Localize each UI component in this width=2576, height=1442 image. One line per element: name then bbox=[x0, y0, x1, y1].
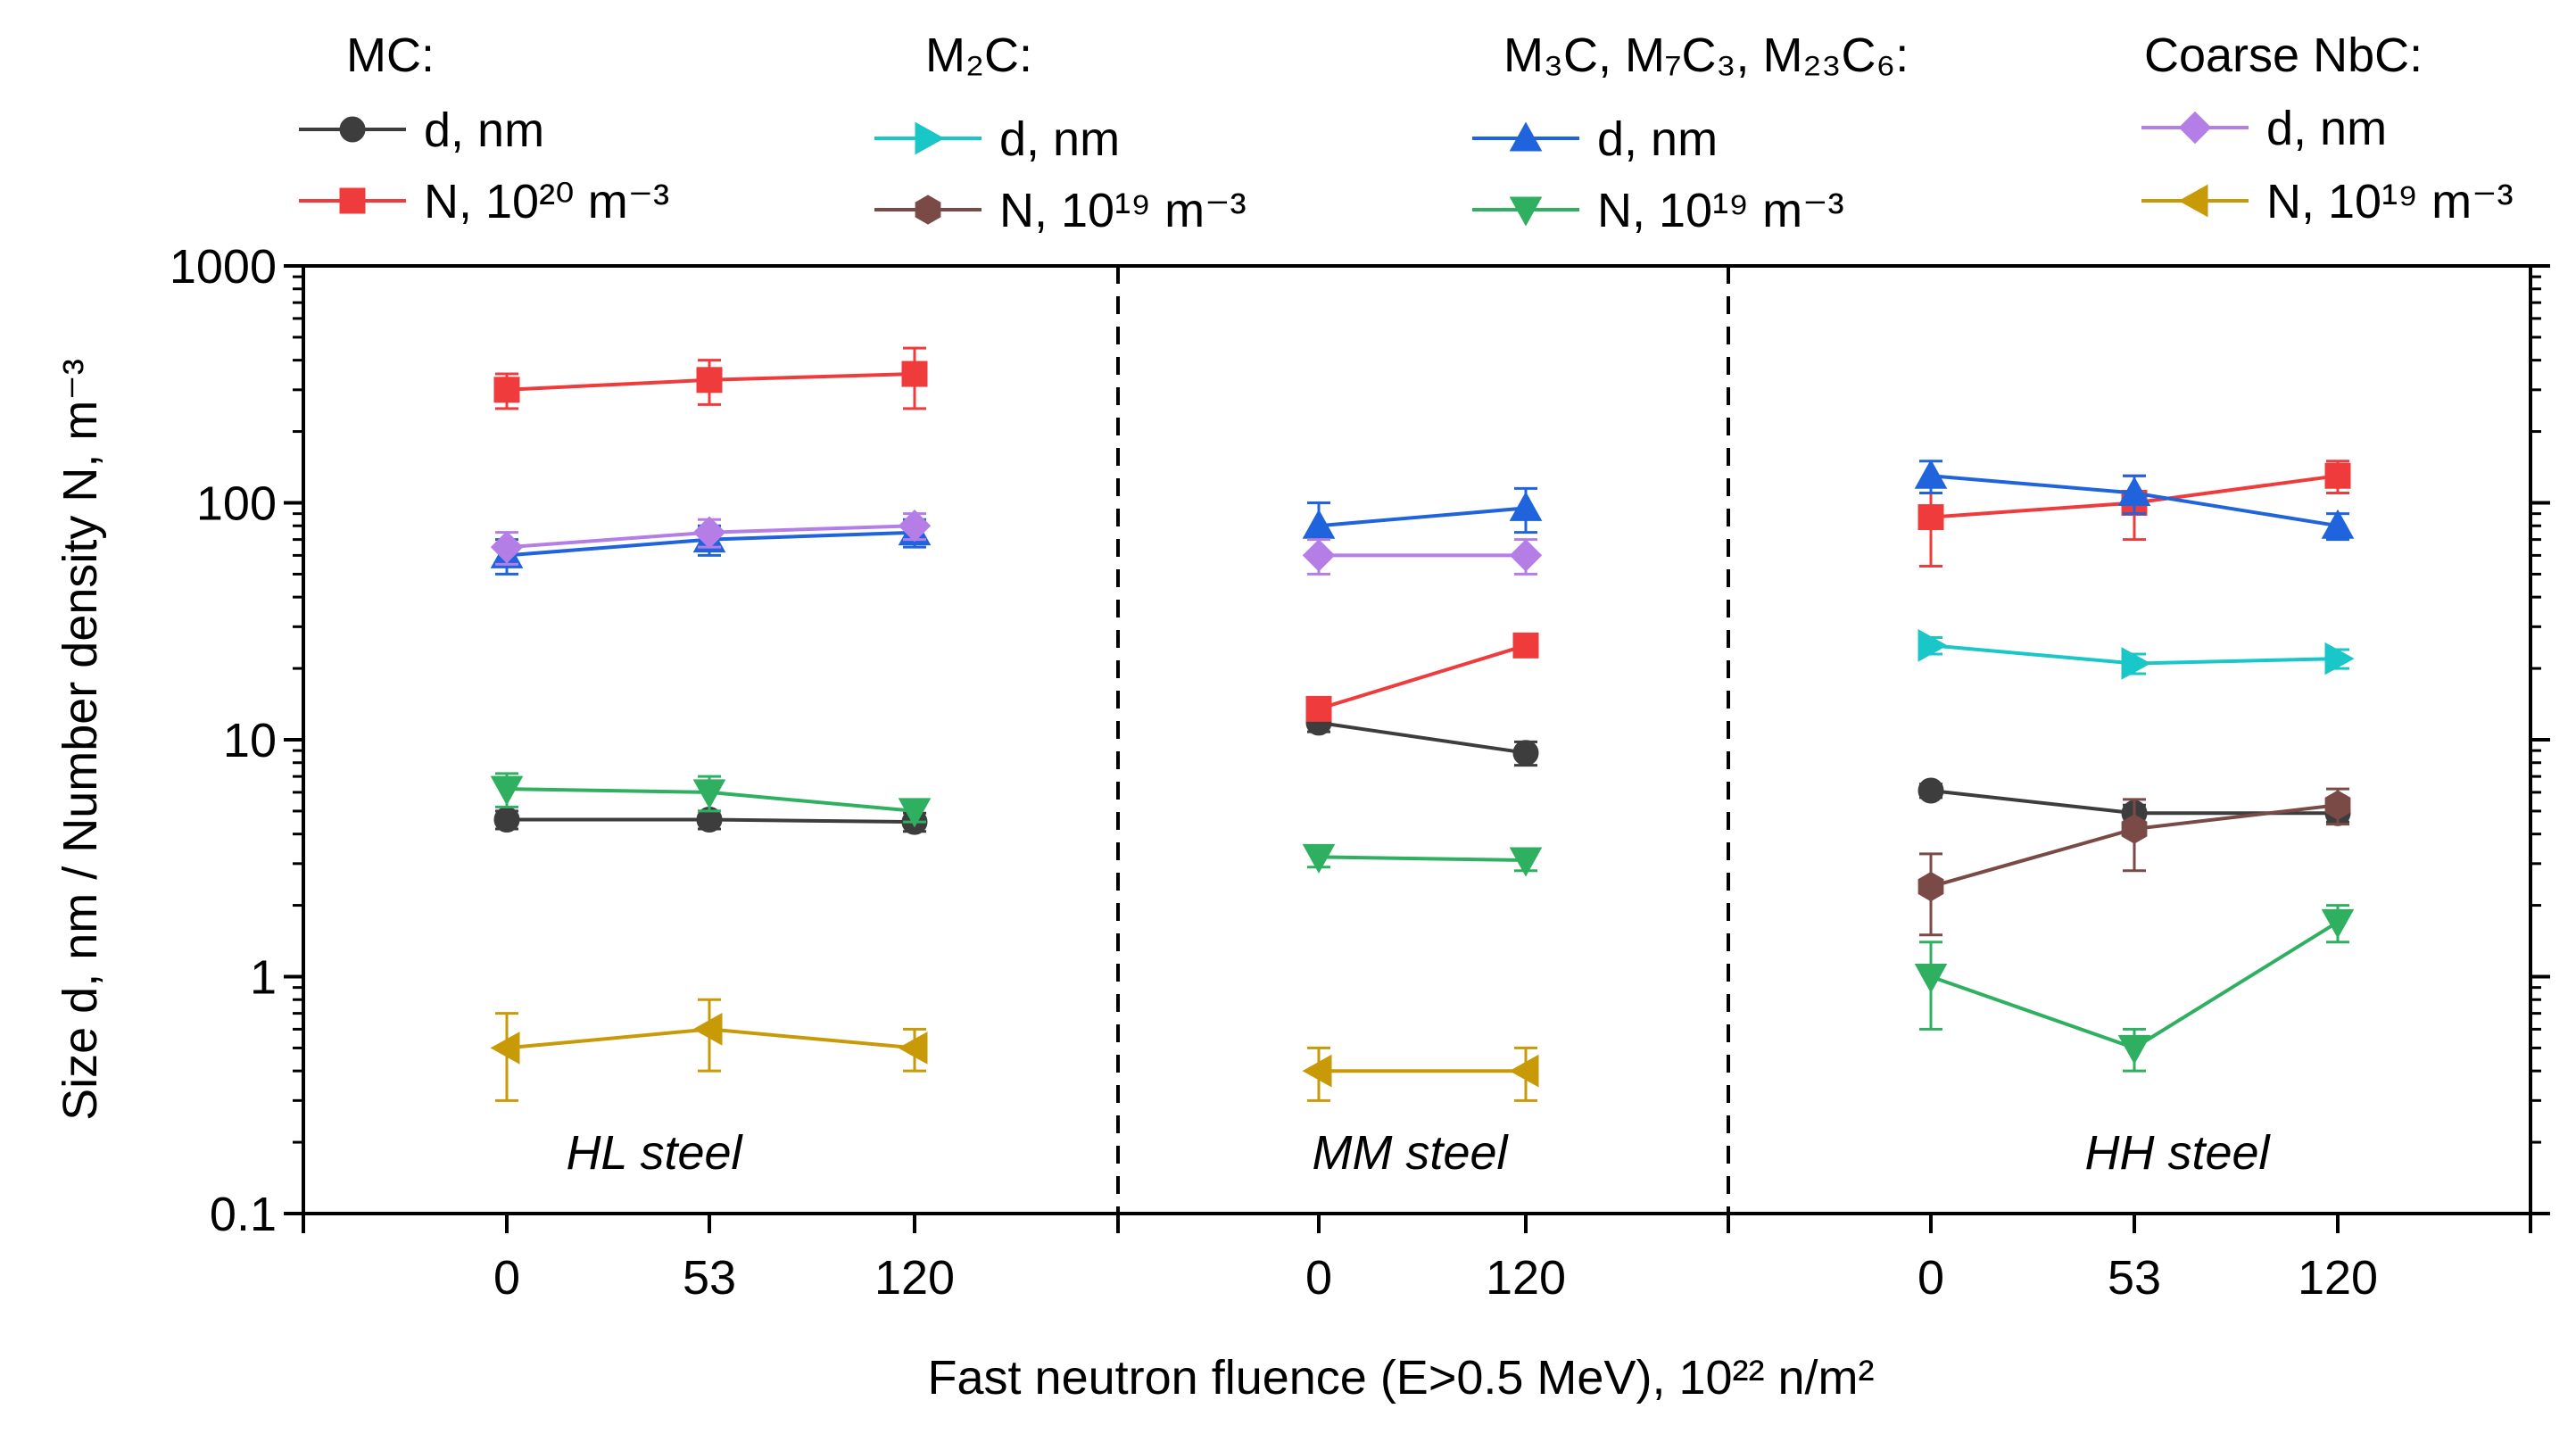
x-tick-label: 0 bbox=[1305, 1251, 1332, 1305]
legend-marker bbox=[915, 121, 945, 155]
x-tick-label: 0 bbox=[1918, 1251, 1944, 1305]
y-axis-label: Size d, nm / Number density N, m⁻³ bbox=[54, 359, 107, 1121]
panel-dividers bbox=[1116, 266, 1730, 1214]
data-point bbox=[2324, 642, 2355, 675]
data-point bbox=[1509, 491, 1543, 521]
series-line bbox=[1318, 855, 1527, 862]
series-mc_n bbox=[493, 346, 2351, 722]
data-point bbox=[1305, 695, 1332, 722]
legend-group-title: Coarse NbC: bbox=[2144, 29, 2423, 82]
data-point bbox=[898, 1032, 928, 1065]
data-point bbox=[2321, 908, 2355, 939]
legend-entry-label: d, nm bbox=[1597, 112, 1718, 166]
y-tick-label: 100 bbox=[196, 477, 277, 531]
legend-entry-label: N, 10¹⁹ m⁻³ bbox=[999, 184, 1247, 237]
x-tick-label: 120 bbox=[874, 1251, 955, 1305]
x-tick-label: 120 bbox=[2298, 1251, 2378, 1305]
panel-label: HL steel bbox=[566, 1126, 743, 1180]
y-tick-label: 0.1 bbox=[210, 1188, 277, 1241]
data-point bbox=[1512, 740, 1539, 767]
data-point bbox=[696, 367, 723, 394]
legend: MC: d, nm N, 10²⁰ m⁻³ M₂C: d, nm N, 10¹⁹ m⁻³ M… bbox=[299, 29, 2514, 237]
data-point bbox=[1509, 1054, 1539, 1088]
legend-entry-label: N, 10¹⁹ m⁻³ bbox=[2266, 175, 2514, 228]
data-point bbox=[1918, 777, 1944, 804]
data-point bbox=[2324, 790, 2351, 820]
x-tick-label: 53 bbox=[2108, 1251, 2161, 1305]
x-axis-label: Fast neutron fluence (E>0.5 MeV), 10²² n… bbox=[928, 1351, 1875, 1405]
legend-entry-label: N, 10¹⁹ m⁻³ bbox=[1597, 184, 1844, 237]
series-nbc_d bbox=[490, 510, 1543, 576]
legend-marker bbox=[339, 187, 366, 214]
legend-group-title: MC: bbox=[346, 29, 435, 82]
legend-group-title: M₃C, M₇C₃, M₂₃C₆: bbox=[1503, 29, 1909, 82]
legend-marker bbox=[1509, 196, 1543, 227]
data-point bbox=[1918, 871, 1944, 902]
data-point bbox=[1302, 843, 1336, 874]
data-point bbox=[490, 1032, 520, 1065]
axes: 0.1 1 10 100 1000 0 53 120 0 120 0 53 120 bbox=[170, 240, 2550, 1305]
x-tick-label: 120 bbox=[1486, 1251, 1566, 1305]
panel-label: HH steel bbox=[2084, 1126, 2271, 1180]
data-point bbox=[1914, 459, 1948, 489]
data-point bbox=[2324, 462, 2351, 489]
data-point bbox=[901, 360, 928, 387]
legend-marker bbox=[339, 116, 366, 143]
data-point bbox=[1918, 504, 1944, 531]
legend-entry-label: d, nm bbox=[424, 104, 544, 157]
panel-label: MM steel bbox=[1312, 1126, 1509, 1180]
y-tick-label: 1000 bbox=[170, 240, 277, 294]
panel-labels: HL steel MM steel HH steel bbox=[566, 1126, 2271, 1180]
data-point bbox=[1509, 539, 1543, 572]
data-point bbox=[1914, 964, 1948, 994]
y-tick-label: 10 bbox=[223, 714, 277, 767]
y-tick-label: 1 bbox=[250, 951, 277, 1005]
series-layer bbox=[490, 346, 2355, 1102]
data-point bbox=[490, 775, 524, 806]
data-point bbox=[692, 1013, 723, 1046]
legend-marker bbox=[1509, 121, 1543, 152]
data-point bbox=[692, 779, 726, 809]
legend-entry-label: N, 10²⁰ m⁻³ bbox=[424, 175, 669, 228]
legend-entry-label: d, nm bbox=[2266, 102, 2387, 155]
series-nbc_n bbox=[490, 998, 1539, 1102]
data-point bbox=[898, 510, 932, 543]
legend-group-title: M₂C: bbox=[925, 29, 1032, 82]
legend-marker bbox=[2178, 184, 2208, 218]
data-point bbox=[490, 530, 524, 564]
series-line bbox=[1318, 643, 1527, 711]
data-point bbox=[898, 798, 932, 828]
data-point bbox=[2117, 1034, 2151, 1065]
legend-marker bbox=[915, 195, 941, 225]
data-point bbox=[1302, 1054, 1332, 1088]
data-point bbox=[493, 377, 520, 403]
data-point bbox=[493, 807, 520, 833]
data-point bbox=[1509, 847, 1543, 877]
data-point bbox=[1512, 632, 1539, 659]
legend-marker bbox=[2178, 111, 2212, 145]
series-m2c_d bbox=[1918, 628, 2355, 680]
series-m2c_n bbox=[1918, 787, 2351, 937]
series-mc_d bbox=[493, 709, 2351, 835]
data-point bbox=[1918, 628, 1948, 662]
x-tick-label: 53 bbox=[683, 1251, 736, 1305]
data-point bbox=[1302, 539, 1336, 572]
data-point bbox=[2121, 814, 2148, 844]
data-point bbox=[2117, 476, 2151, 507]
series-m3c_n bbox=[490, 772, 2355, 1073]
data-point bbox=[692, 516, 726, 549]
data-point bbox=[2121, 647, 2151, 680]
legend-entry-label: d, nm bbox=[999, 112, 1120, 166]
x-tick-label: 0 bbox=[493, 1251, 520, 1305]
series-line bbox=[1318, 506, 1527, 528]
data-point bbox=[2321, 509, 2355, 539]
series-line bbox=[1318, 720, 1527, 755]
